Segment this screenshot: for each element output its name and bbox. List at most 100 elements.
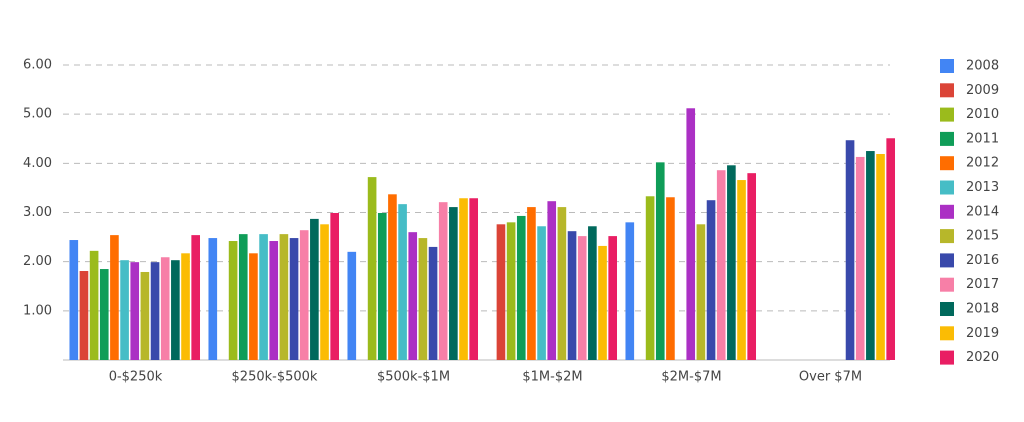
bar xyxy=(238,234,248,360)
bar xyxy=(716,170,726,360)
x-tick-label: $2M-$7M xyxy=(661,370,721,385)
bar xyxy=(666,197,675,360)
legend-label: 2017 xyxy=(966,277,999,292)
legend-swatch xyxy=(940,350,954,365)
legend-label: 2010 xyxy=(966,107,999,122)
bar xyxy=(279,234,289,360)
bar xyxy=(99,269,109,360)
bar xyxy=(249,253,258,360)
x-tick-label: $250k-$500k xyxy=(232,370,318,385)
bar xyxy=(120,260,129,360)
bar xyxy=(469,198,479,360)
bar xyxy=(418,238,428,360)
bar xyxy=(655,162,665,360)
legend-swatch xyxy=(940,277,954,292)
bar xyxy=(377,212,387,360)
x-tick-label: 0-$250k xyxy=(109,370,163,385)
bar xyxy=(150,262,160,360)
legend-label: 2016 xyxy=(966,253,999,268)
bar xyxy=(608,236,618,360)
legend-label: 2011 xyxy=(966,131,999,146)
bar xyxy=(69,240,79,360)
bar xyxy=(747,173,757,360)
bar xyxy=(140,271,150,360)
bar xyxy=(171,260,180,360)
bar xyxy=(367,177,377,360)
y-tick-label: 6.00 xyxy=(23,58,52,73)
bar xyxy=(459,198,468,360)
bar xyxy=(696,224,706,360)
bar xyxy=(886,138,896,360)
legend-swatch xyxy=(940,59,954,73)
bar xyxy=(191,235,201,360)
bar xyxy=(537,226,546,360)
bar xyxy=(577,236,587,360)
bar xyxy=(449,207,458,360)
legend-label: 2009 xyxy=(966,83,999,98)
bar xyxy=(506,222,516,360)
bar xyxy=(347,251,357,360)
legend-swatch xyxy=(940,131,954,146)
legend-swatch xyxy=(940,107,954,122)
bar xyxy=(398,204,407,360)
bar xyxy=(160,257,170,360)
bar xyxy=(706,200,716,360)
bar xyxy=(686,108,696,361)
bar xyxy=(845,140,855,360)
bar xyxy=(259,234,268,360)
legend-label: 2018 xyxy=(966,302,999,317)
bar xyxy=(408,232,418,360)
bar xyxy=(557,207,567,360)
legend-swatch xyxy=(940,83,954,98)
bar xyxy=(855,156,865,360)
bar xyxy=(228,241,238,360)
y-tick-label: 5.00 xyxy=(23,107,52,122)
legend-label: 2008 xyxy=(966,59,999,74)
legend-swatch xyxy=(940,302,954,316)
legend-label: 2012 xyxy=(966,156,999,171)
bar xyxy=(130,262,140,360)
bar xyxy=(181,253,190,360)
bar xyxy=(866,151,875,360)
legend-label: 2013 xyxy=(966,180,999,195)
legend-swatch xyxy=(940,326,954,341)
bar xyxy=(645,196,655,360)
x-tick-label: $500k-$1M xyxy=(377,370,450,385)
x-tick-label: $1M-$2M xyxy=(522,370,582,385)
legend-swatch xyxy=(940,180,954,195)
bar xyxy=(320,224,329,360)
bar xyxy=(588,226,597,360)
legend-swatch xyxy=(940,253,954,268)
bar xyxy=(89,250,99,360)
bar xyxy=(269,241,279,360)
bar xyxy=(516,215,526,360)
x-tick-label: Over $7M xyxy=(799,370,862,385)
bar xyxy=(289,238,299,360)
bar xyxy=(428,246,438,360)
bar xyxy=(567,231,577,360)
bar xyxy=(727,165,736,360)
bar xyxy=(110,235,119,360)
bar xyxy=(598,245,607,360)
bar xyxy=(208,238,218,360)
bar xyxy=(625,222,635,360)
bar xyxy=(330,212,340,360)
y-tick-label: 1.00 xyxy=(23,303,52,318)
legend-label: 2015 xyxy=(966,229,999,244)
bar xyxy=(547,201,557,360)
bar xyxy=(388,194,397,360)
legend-label: 2019 xyxy=(966,326,999,341)
y-tick-label: 3.00 xyxy=(23,205,52,220)
bar xyxy=(299,230,309,360)
legend-swatch xyxy=(940,204,954,219)
legend-swatch xyxy=(940,229,954,244)
bar xyxy=(438,202,448,360)
bar xyxy=(79,271,89,360)
legend-swatch xyxy=(940,156,954,171)
legend-label: 2020 xyxy=(966,350,999,365)
y-tick-label: 4.00 xyxy=(23,156,52,171)
bar xyxy=(876,153,885,360)
bar xyxy=(527,207,536,360)
bar xyxy=(737,180,746,360)
